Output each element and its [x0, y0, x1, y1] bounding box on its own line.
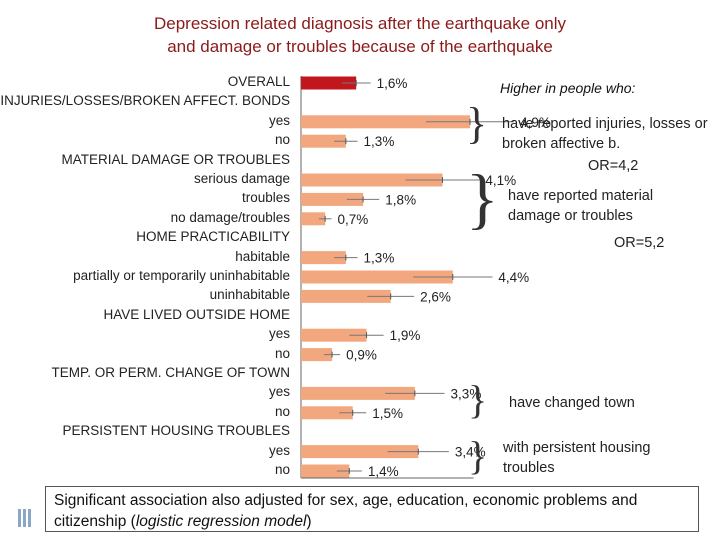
bar	[301, 386, 415, 400]
data-label: 0,9%	[346, 348, 377, 363]
annotation-material: have reported material damage or trouble…	[508, 188, 654, 224]
data-label: 4,4%	[498, 270, 529, 285]
data-label: 1,5%	[372, 406, 403, 421]
annotation-heading: Higher in people who:	[500, 80, 636, 96]
row-header-label: HOME PRACTICABILITY	[136, 229, 290, 245]
data-label: 1,8%	[385, 192, 416, 207]
data-label: 4,9%	[520, 115, 551, 130]
bar	[301, 289, 391, 303]
row-label: habitable	[235, 248, 290, 264]
row-header-label: OVERALL	[227, 74, 290, 89]
row-label: no	[274, 462, 290, 477]
row-label: troubles	[241, 190, 290, 206]
brace-injuries: }	[466, 99, 488, 148]
bar	[301, 406, 353, 420]
bar	[301, 251, 346, 265]
footer-text-start: Significant association also adjusted fo…	[54, 492, 638, 530]
bar	[301, 445, 419, 459]
bar	[301, 270, 453, 284]
annotation-material-or: OR=5,2	[614, 235, 665, 251]
row-header-label: HAVE LIVED OUTSIDE HOME	[103, 306, 290, 322]
footer-text-end: )	[306, 513, 312, 530]
brace-housing: }	[468, 433, 488, 478]
row-label: no	[274, 345, 290, 361]
brace-town: }	[468, 377, 488, 422]
data-label: 1,6%	[377, 76, 408, 91]
footer-note: Significant association also adjusted fo…	[45, 486, 699, 532]
footer-text-italic: logistic regression model	[135, 513, 307, 530]
bar	[301, 76, 357, 90]
data-label: 3,4%	[455, 445, 486, 460]
annotation-injuries: have reported injuries, losses or broken…	[502, 116, 708, 152]
bar	[301, 192, 364, 206]
chart-title-line-1: Depression related diagnosis after the e…	[153, 14, 567, 33]
row-label: no	[274, 403, 290, 419]
data-label: 4,1%	[485, 173, 516, 188]
data-label: 1,3%	[364, 251, 395, 266]
annotation-injuries-or: OR=4,2	[588, 158, 639, 174]
row-label: serious damage	[193, 171, 290, 186]
bar	[301, 212, 326, 226]
row-header-label: INJURIES/LOSSES/BROKEN AFFECT. BONDS	[0, 93, 290, 109]
row-label: uninhabitable	[209, 287, 290, 303]
bar	[301, 348, 333, 362]
bar	[301, 173, 443, 187]
row-label: yes	[268, 442, 290, 458]
bar	[301, 134, 346, 148]
data-label: 0,7%	[337, 212, 368, 227]
row-label: no	[274, 132, 290, 148]
row-label: yes	[268, 112, 290, 128]
row-label: no damage/troubles	[170, 209, 290, 225]
chart-title-line-2: and damage or troubles because of the ea…	[167, 37, 553, 56]
data-label: 1,4%	[368, 464, 399, 479]
brace-material: }	[466, 160, 499, 236]
bar	[301, 464, 350, 478]
annotation-town: have changed town	[509, 395, 635, 411]
chart-title: Depression related diagnosis after the e…	[0, 12, 720, 58]
row-label: partially or temporarily uninhabitable	[73, 268, 290, 283]
row-header-label: PERSISTENT HOUSING TROUBLES	[62, 423, 290, 439]
row-header-label: TEMP. OR PERM. CHANGE OF TOWN	[51, 365, 290, 380]
bar	[301, 328, 367, 342]
bar	[301, 115, 471, 129]
data-label: 2,6%	[420, 289, 451, 304]
annotation-housing: with persistent housing troubles	[503, 440, 651, 476]
row-label: yes	[268, 326, 290, 342]
row-header-label: MATERIAL DAMAGE OR TROUBLES	[61, 151, 290, 167]
data-label: 1,9%	[390, 328, 421, 343]
logo-decoration-icon	[18, 509, 32, 527]
data-label: 1,3%	[364, 134, 395, 149]
data-label: 3,3%	[451, 386, 482, 401]
row-label: yes	[268, 384, 290, 400]
